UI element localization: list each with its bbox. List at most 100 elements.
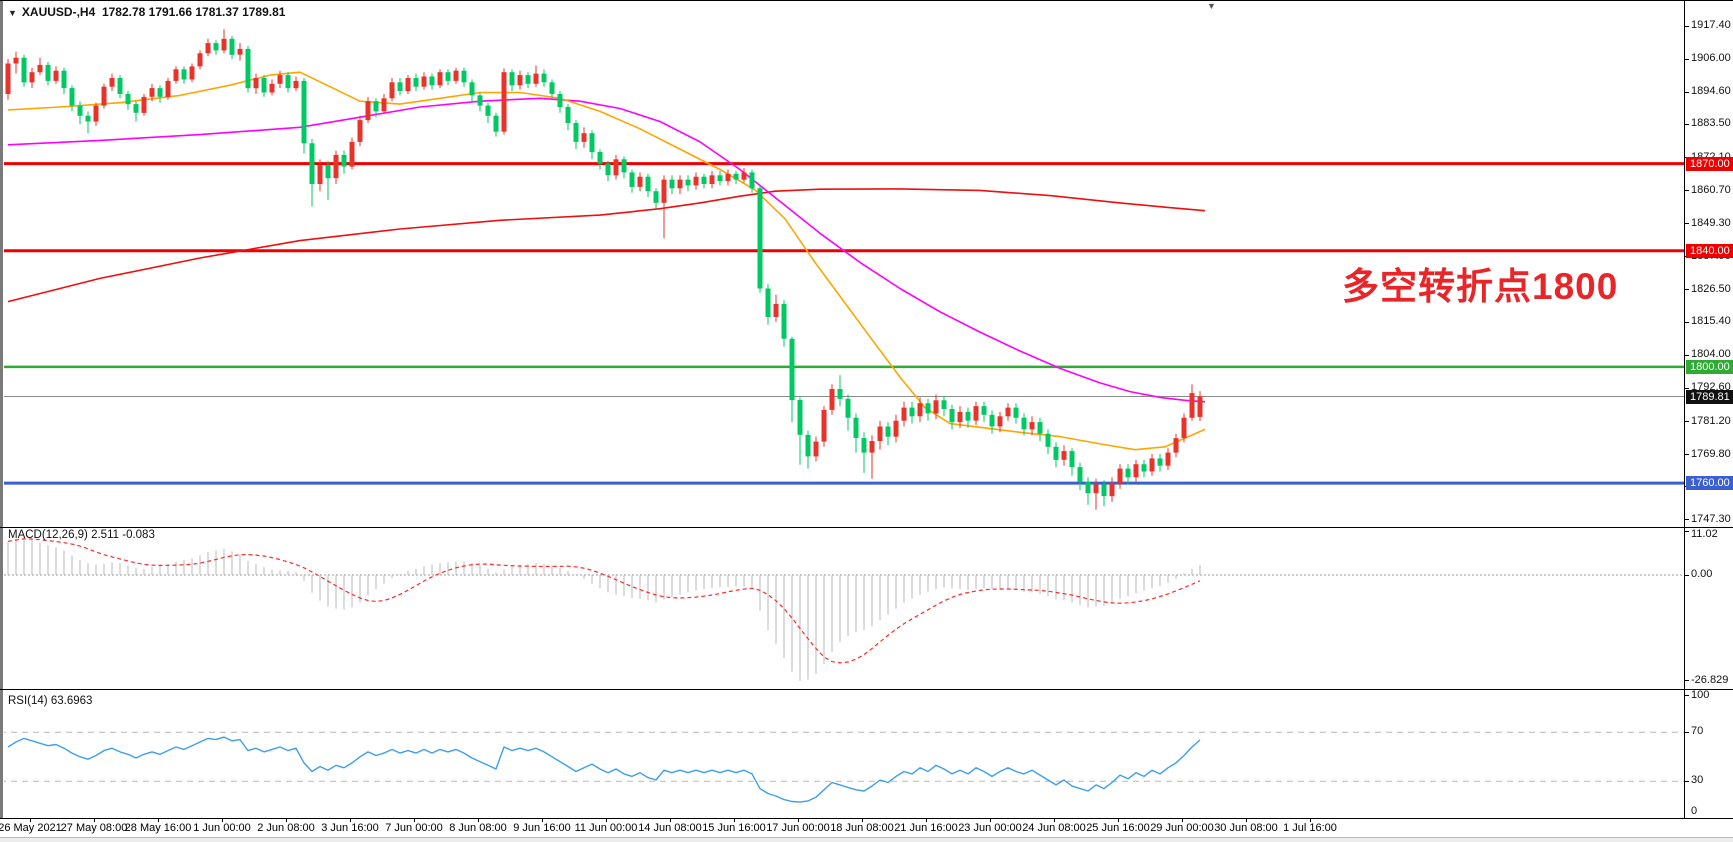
time-tick [734,818,735,822]
macd-axis[interactable]: 11.02 0.00 -26.829 [1685,528,1733,689]
time-tick [798,818,799,822]
price-tick-label: 1906.00 [1691,52,1731,65]
time-label: 24 Jun 08:00 [1022,822,1086,834]
ma-red-line [7,188,1206,303]
rsi-tick-label: 0 [1691,805,1698,817]
price-tick-dash [1685,91,1689,93]
time-tick [414,818,415,822]
time-label: 25 Jun 16:00 [1086,822,1150,834]
rsi-indicator-label: RSI(14) 63.6963 [8,695,93,707]
price-level-badge: 1800.00 [1686,359,1733,374]
price-tick-label: 1747.30 [1691,512,1731,525]
time-tick [30,818,31,822]
rsi-axis[interactable]: 100 70 30 0 [1685,689,1733,819]
price-tick-label: 1894.60 [1691,85,1731,98]
time-label: 29 Jun 00:00 [1150,822,1214,834]
macd-tick-label: 0.00 [1691,568,1713,580]
macd-tick-dash [1685,574,1689,576]
rsi-tick-label: 100 [1691,689,1710,701]
time-label: 2 Jun 08:00 [257,822,315,834]
rsi-tick-dash [1685,731,1689,733]
time-label: 1 Jul 16:00 [1283,822,1337,834]
price-level-badge: 1870.00 [1686,156,1733,171]
symbol-timeframe-label: XAUUSD-,H4 [21,5,96,19]
price-tick-label: 1826.50 [1691,282,1731,295]
time-axis-line [0,818,1733,819]
price-tick-label: 1815.40 [1691,315,1731,328]
price-tick-dash [1685,58,1689,60]
rsi-tick-label: 30 [1691,774,1704,787]
time-label: 8 Jun 08:00 [449,822,507,834]
time-label: 14 Jun 08:00 [638,822,702,834]
price-tick-dash [1685,454,1689,456]
price-tick-label: 1769.80 [1691,447,1731,460]
time-label: 30 Jun 08:00 [1214,822,1278,834]
time-label: 11 Jun 00:00 [574,822,638,834]
rsi-tick-dash [1685,695,1689,696]
time-tick [1182,818,1183,822]
macd-signal-line [7,538,1201,664]
time-tick [670,818,671,822]
time-label: 28 May 16:00 [124,822,192,834]
rsi-tick-dash [1685,817,1689,819]
time-label: 26 May 2021 [0,822,62,834]
price-tick-dash [1685,321,1689,323]
macd-rsi-separator[interactable] [0,689,1733,690]
ohlc-values: 1782.78 1791.66 1781.37 1789.81 [101,5,286,19]
price-tick-label: 1849.30 [1691,216,1731,229]
macd-tick-label: 11.02 [1691,528,1718,540]
price-axis[interactable]: 1917.401906.001894.601883.501872.101860.… [1685,1,1733,527]
time-tick [542,818,543,822]
price-tick-dash [1685,25,1689,27]
price-tick-dash [1685,223,1689,225]
time-tick [94,818,95,822]
chart-shift-marker-icon[interactable]: ▼ [1207,1,1216,11]
chinese-annotation-text[interactable]: 多空转折点1800 [1342,266,1619,307]
rsi-tick-label: 70 [1691,725,1704,738]
price-tick-dash [1685,519,1689,521]
time-label: 15 Jun 16:00 [702,822,766,834]
time-label: 1 Jun 00:00 [193,822,251,834]
symbol-dropdown-icon[interactable]: ▼ [8,8,17,18]
time-label: 27 May 08:00 [60,822,128,834]
price-tick-dash [1685,123,1689,125]
time-tick [1310,818,1311,822]
window-left-edge [0,1,4,837]
price-tick-label: 1804.00 [1691,348,1731,361]
price-tick-label: 1917.40 [1691,19,1731,31]
price-level-badge: 1840.00 [1686,243,1733,258]
time-tick [862,818,863,822]
macd-signal-value: -0.083 [122,529,155,541]
time-tick [222,818,223,822]
time-tick [478,818,479,822]
time-label: 9 Jun 16:00 [513,822,571,834]
main-macd-separator[interactable] [0,527,1733,528]
chart-title: ▼ XAUUSD-,H4 1782.78 1791.66 1781.37 1789… [8,5,285,19]
macd-tick-label: -26.829 [1691,673,1729,686]
price-level-badge: 1760.00 [1686,476,1733,491]
time-axis[interactable]: 26 May 2021 27 May 08:00 28 May 16:00 1 Jun… [0,818,1733,837]
rsi-line [7,736,1201,803]
time-tick [158,818,159,822]
rsi-value: 63.6963 [50,695,93,707]
time-tick [286,818,287,822]
candles-layer [5,29,1203,510]
price-tick-label: 1883.50 [1691,117,1731,130]
price-axis-border [1684,1,1685,837]
price-tick-dash [1685,421,1689,423]
time-tick [350,818,351,822]
time-label: 23 Jun 00:00 [958,822,1022,834]
bottom-strip [0,837,1733,842]
macd-tick-dash [1685,680,1689,682]
time-label: 21 Jun 16:00 [894,822,958,834]
macd-main-value: 2.511 [91,529,120,541]
price-tick-dash [1685,289,1689,291]
time-tick [1246,818,1247,822]
price-tick-label: 1860.70 [1691,183,1731,196]
price-tick-dash [1685,354,1689,356]
time-tick [1118,818,1119,822]
price-tick-dash [1685,190,1689,192]
time-label: 3 Jun 16:00 [321,822,379,834]
